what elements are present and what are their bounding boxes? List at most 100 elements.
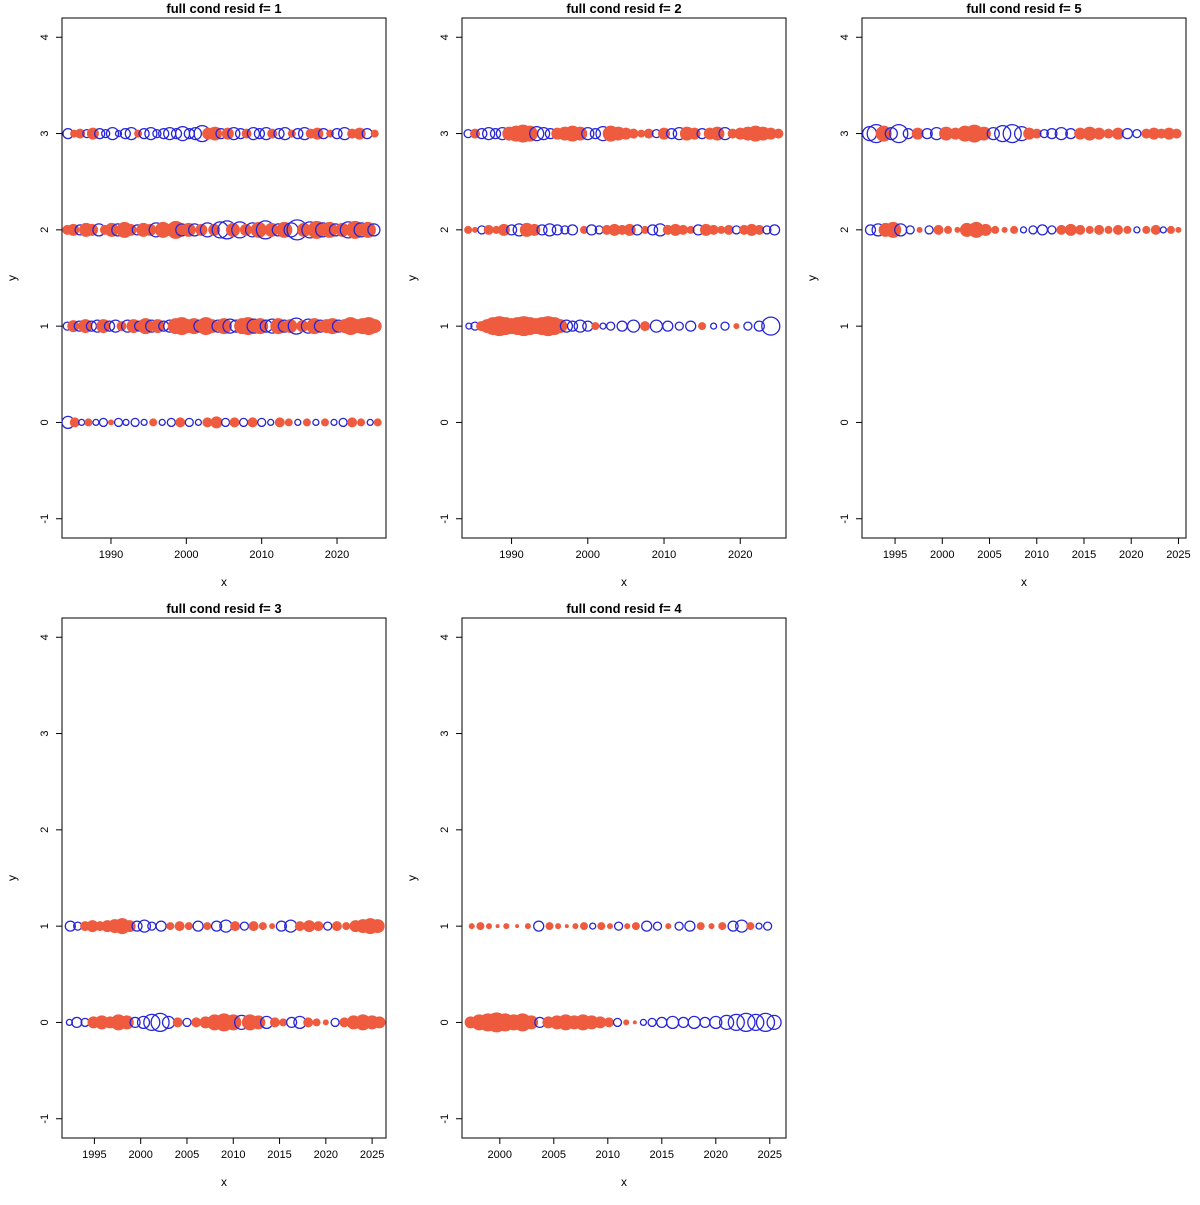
filled-point <box>342 922 351 931</box>
y-axis-label: y <box>805 275 819 281</box>
y-axis-label: y <box>5 875 19 881</box>
open-point <box>152 128 162 139</box>
scatter-plot-f5: full cond resid f= 5 1995 2000 2005 2010 2015… <box>805 1 1191 589</box>
filled-point <box>991 225 1000 234</box>
filled-point <box>296 222 311 237</box>
open-point <box>1028 225 1038 235</box>
open-point <box>182 1017 192 1028</box>
filled-point <box>313 921 324 932</box>
open-point <box>227 126 241 141</box>
x-tick-label: 2020 <box>728 549 752 561</box>
filled-point <box>69 417 80 428</box>
open-point <box>1133 226 1141 234</box>
filled-point <box>1064 223 1077 236</box>
filled-point <box>637 129 646 138</box>
open-point <box>1002 123 1022 144</box>
open-point <box>766 1014 782 1031</box>
filled-point <box>594 1016 607 1029</box>
filled-point <box>1056 224 1067 235</box>
filled-point <box>1023 127 1036 140</box>
open-point <box>482 126 496 141</box>
x-axis-label: x <box>621 575 627 589</box>
open-point <box>105 126 120 141</box>
open-point <box>582 320 594 332</box>
filled-point <box>229 417 240 428</box>
filled-point <box>696 922 705 931</box>
filled-point <box>216 318 232 335</box>
open-point <box>652 921 663 931</box>
filled-point <box>1103 128 1114 139</box>
filled-point <box>1175 226 1182 233</box>
open-point <box>626 319 641 333</box>
filled-point <box>250 221 267 238</box>
filled-point <box>203 922 212 931</box>
open-point <box>720 321 730 331</box>
x-tick-label: 1990 <box>499 549 523 561</box>
filled-point <box>979 223 992 236</box>
filled-point <box>745 223 758 236</box>
filled-point <box>486 923 492 930</box>
open-point <box>170 127 183 140</box>
open-point <box>533 920 545 932</box>
open-point <box>246 126 261 141</box>
filled-point <box>1093 127 1106 140</box>
open-point <box>285 1016 298 1029</box>
filled-point <box>698 322 707 331</box>
filled-point <box>174 921 185 932</box>
open-point <box>465 322 473 330</box>
open-point <box>566 224 579 236</box>
plot-title: full cond resid f= 1 <box>166 1 281 16</box>
open-point <box>113 417 124 428</box>
filled-point <box>230 921 241 932</box>
open-point <box>768 224 781 236</box>
x-tick-label: 2020 <box>325 549 349 561</box>
scatter-plot-f1: full cond resid f= 1 1990 2000 2010 2020 -1 0 1… <box>5 1 387 589</box>
filled-point <box>208 126 222 141</box>
open-point <box>718 1014 735 1031</box>
open-point <box>589 127 602 140</box>
open-point <box>131 920 143 932</box>
open-point <box>147 921 157 931</box>
filled-point <box>294 921 305 932</box>
y-axis-label: y <box>5 275 19 281</box>
y-tick-label: 3 <box>439 130 451 136</box>
open-point <box>1046 127 1058 140</box>
filled-point <box>1150 224 1161 235</box>
filled-point <box>1074 127 1087 140</box>
open-point <box>747 1013 765 1032</box>
filled-point <box>555 923 562 930</box>
open-point <box>924 225 934 235</box>
open-point <box>529 125 545 142</box>
x-tick-label: 2000 <box>930 549 954 561</box>
y-tick-label: 2 <box>439 827 451 833</box>
y-tick-label: 4 <box>439 634 451 640</box>
open-point <box>144 126 158 141</box>
open-point <box>551 224 563 236</box>
open-point <box>257 417 267 428</box>
filled-point <box>545 922 554 931</box>
open-point <box>753 320 765 332</box>
filled-point <box>346 220 365 239</box>
plot-full-cond-resid-f3: full cond resid f= 3 1995 2000 2005 2010 2015… <box>0 600 400 1200</box>
plot-full-cond-resid-f5: full cond resid f= 5 1995 2000 2005 2010 2015… <box>800 0 1200 600</box>
open-point <box>158 418 166 427</box>
open-point <box>192 920 204 932</box>
filled-point <box>524 923 531 930</box>
open-point <box>986 126 1000 141</box>
y-tick-label: 4 <box>39 634 51 640</box>
empty-cell <box>800 600 1200 1200</box>
open-point <box>194 418 203 427</box>
open-point <box>921 127 933 140</box>
filled-point <box>665 923 672 930</box>
open-point <box>687 1015 701 1030</box>
filled-point <box>976 126 991 141</box>
filled-point <box>464 225 473 234</box>
filled-point <box>468 923 475 930</box>
open-point <box>140 418 148 427</box>
filled-point <box>1166 225 1175 234</box>
filled-point <box>144 223 157 236</box>
plot-border <box>61 17 387 539</box>
open-point <box>646 224 659 236</box>
filled-point <box>718 922 727 931</box>
filled-point <box>283 319 298 334</box>
